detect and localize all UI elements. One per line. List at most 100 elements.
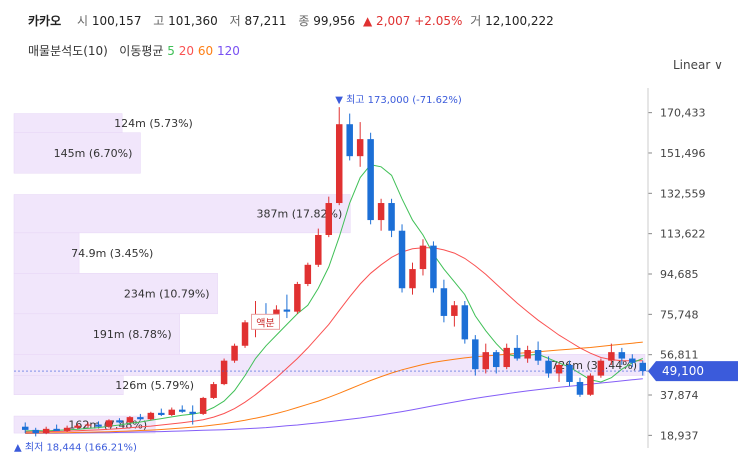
volume-profile-label: 126m (5.79%) bbox=[115, 379, 194, 392]
volume-profile-bar bbox=[13, 313, 180, 355]
volume-profile-label: 145m (6.70%) bbox=[54, 147, 133, 160]
candle-body bbox=[419, 245, 427, 270]
low-value: 87,211 bbox=[244, 14, 287, 28]
candle-body bbox=[430, 245, 437, 289]
candle-body bbox=[388, 203, 395, 231]
y-tick-label: 151,496 bbox=[660, 147, 706, 160]
candle-body bbox=[189, 411, 196, 414]
volume-label: 거 bbox=[470, 14, 482, 28]
stock-name: 카카오 bbox=[28, 14, 62, 28]
open-label: 시 bbox=[76, 14, 88, 28]
close-label: 종 bbox=[298, 14, 310, 28]
y-tick-label: 113,622 bbox=[660, 228, 706, 241]
candle-body bbox=[116, 420, 123, 423]
candle-body bbox=[534, 350, 542, 361]
volume-profile-label: 387m (17.82%) bbox=[257, 208, 343, 221]
candle-body bbox=[231, 345, 238, 361]
candle-body bbox=[84, 424, 92, 426]
ma120-line bbox=[25, 378, 643, 434]
candle-body bbox=[95, 424, 102, 427]
candle-body bbox=[105, 420, 113, 427]
low-annotation: ▲ 최저 18,444 (166.21%) bbox=[14, 441, 137, 453]
current-price-label: 49,100 bbox=[662, 364, 704, 378]
ma5-legend: 5 bbox=[167, 44, 175, 58]
candle-body bbox=[126, 417, 134, 423]
candle-body bbox=[555, 364, 563, 374]
candle-body bbox=[545, 360, 552, 374]
candle-body bbox=[356, 139, 364, 157]
high-value: 101,360 bbox=[168, 14, 218, 28]
y-tick-label: 56,811 bbox=[660, 349, 699, 362]
current-price-tag bbox=[648, 361, 738, 382]
high-label: 고 bbox=[153, 14, 165, 28]
candle-body bbox=[294, 283, 301, 312]
candle-body bbox=[618, 352, 626, 359]
y-tick-label: 132,559 bbox=[660, 187, 706, 200]
volume-profile-label: 74.9m (3.45%) bbox=[71, 247, 153, 260]
volume-profile-bar bbox=[13, 194, 351, 234]
y-tick-label: 37,874 bbox=[660, 389, 699, 402]
candle-body bbox=[42, 428, 50, 434]
volume-profile-toggle[interactable]: 매물분석도(10) bbox=[28, 44, 108, 58]
candle-body bbox=[199, 397, 207, 414]
candle-body bbox=[241, 322, 249, 346]
candle-body bbox=[492, 352, 500, 368]
candle-body bbox=[524, 350, 531, 359]
volume-profile-label: 234m (10.79%) bbox=[124, 288, 210, 301]
volume-profile-bar bbox=[13, 273, 218, 315]
candle-body bbox=[566, 364, 573, 382]
candle-body bbox=[21, 426, 29, 430]
scale-dropdown[interactable]: Linear ∨ bbox=[673, 58, 723, 72]
candle-body bbox=[210, 384, 217, 398]
candle-body bbox=[576, 381, 584, 395]
candle-body bbox=[482, 352, 490, 370]
candle-body bbox=[398, 230, 406, 289]
candle-body bbox=[440, 288, 448, 316]
candle-body bbox=[304, 264, 312, 284]
volume-profile-bar bbox=[13, 113, 123, 133]
candle-body bbox=[461, 305, 469, 340]
candle-body bbox=[53, 428, 60, 431]
candle-body bbox=[409, 269, 416, 289]
moving-average-toggle[interactable]: 이동평균 bbox=[119, 44, 164, 58]
event-marker-label: 액분 bbox=[256, 317, 274, 329]
candle-body bbox=[639, 362, 647, 372]
candle-body bbox=[32, 429, 39, 434]
high-annotation: ▼ 최고 173,000 (-71.62%) bbox=[335, 94, 462, 106]
candle-body bbox=[335, 124, 343, 204]
candle-body bbox=[367, 139, 374, 221]
candle-body bbox=[63, 427, 71, 431]
volume-profile-bar bbox=[13, 232, 80, 274]
candle-body bbox=[220, 360, 228, 385]
candle-body bbox=[168, 409, 176, 415]
volume-value: 12,100,222 bbox=[485, 14, 554, 28]
candle-body bbox=[137, 417, 144, 420]
y-tick-label: 18,937 bbox=[660, 429, 699, 442]
ma20-line bbox=[25, 247, 643, 433]
indicator-legend: 매물분석도(10) 이동평균 5 20 60 120 bbox=[28, 42, 240, 59]
candle-body bbox=[178, 409, 186, 412]
candle-body bbox=[513, 347, 521, 359]
candle-body bbox=[315, 234, 322, 265]
change-value: ▲ 2,007 +2.05% bbox=[363, 14, 463, 28]
volume-profile-bar bbox=[13, 375, 124, 395]
low-label: 저 bbox=[229, 14, 241, 28]
candle-body bbox=[451, 305, 458, 316]
candle-body bbox=[74, 425, 81, 428]
candle-body bbox=[597, 360, 605, 376]
y-tick-label: 94,685 bbox=[660, 268, 699, 281]
y-tick-label: 170,433 bbox=[660, 107, 706, 120]
candle-body bbox=[147, 412, 155, 420]
candle-body bbox=[608, 352, 615, 361]
candle-body bbox=[325, 203, 333, 235]
event-marker-box bbox=[251, 313, 280, 330]
ma120-legend: 120 bbox=[216, 44, 240, 58]
candle-body bbox=[377, 203, 385, 221]
close-value: 99,956 bbox=[313, 14, 356, 28]
stock-header: 카카오 시 100,157 고 101,360 저 87,211 종 99,95… bbox=[28, 12, 558, 29]
candle-body bbox=[472, 339, 479, 370]
candle-body bbox=[158, 412, 165, 415]
candle-body bbox=[346, 124, 353, 157]
ma60-legend: 60 bbox=[197, 44, 214, 58]
